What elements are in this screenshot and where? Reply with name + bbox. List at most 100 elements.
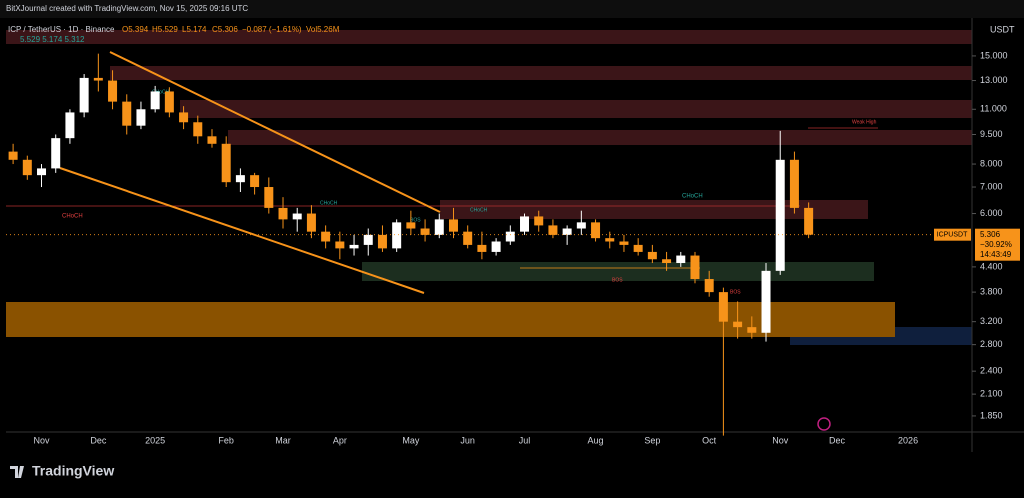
y-tick-label: 4.400 — [980, 261, 1003, 271]
legend-close: C5.306 — [212, 25, 238, 34]
candle-body — [221, 143, 231, 183]
y-tick-label: 3.200 — [980, 316, 1003, 326]
annotation: CHoCH — [152, 89, 170, 95]
x-tick-label: Jul — [519, 435, 531, 445]
legend-low: L5.174 — [182, 25, 207, 34]
candle-body — [534, 216, 544, 226]
legend-symbol: ICP / TetherUS · 1D · Binance — [8, 25, 115, 34]
x-tick-label: Nov — [34, 435, 51, 445]
annotation: CHoCH — [62, 214, 83, 220]
candle-body — [775, 159, 785, 271]
supply-zone — [180, 100, 972, 118]
candle-body — [363, 234, 373, 245]
candle-body — [406, 222, 416, 229]
supply-zone — [440, 200, 868, 219]
candle-body — [434, 219, 444, 235]
y-tick-label: 2.100 — [980, 389, 1003, 399]
y-tick-label: 8.000 — [980, 158, 1003, 168]
candle-body — [235, 175, 245, 183]
candle-body — [292, 213, 302, 220]
candle-body — [306, 213, 316, 232]
y-tick-label: 2.800 — [980, 339, 1003, 349]
y-tick-label: 11.000 — [980, 104, 1007, 114]
legend-volume: Vol5.26M — [306, 25, 340, 34]
supply-zone — [228, 130, 972, 145]
candle-body — [392, 222, 402, 249]
candle-body — [335, 241, 345, 249]
candle-body — [136, 109, 146, 126]
candle-body — [349, 244, 359, 249]
candle-body — [420, 228, 430, 235]
y-tick-label: 15.000 — [980, 50, 1008, 60]
demand-zone — [362, 262, 874, 281]
candle-body — [520, 216, 530, 232]
candle-body — [207, 136, 217, 144]
candle-body — [789, 159, 799, 208]
annotation: BOS — [612, 277, 623, 283]
candle-body — [718, 292, 728, 322]
candle-body — [733, 321, 743, 328]
candle-body — [562, 228, 572, 235]
zones — [6, 30, 972, 345]
candle-body — [690, 255, 700, 280]
y-tick-label: 13.000 — [980, 75, 1008, 85]
candle-body — [576, 222, 586, 229]
y-tick-label: 6.000 — [980, 208, 1003, 218]
candle-body — [179, 112, 189, 123]
candle-body — [605, 238, 615, 242]
candle-body — [8, 151, 18, 160]
x-tick-label: Feb — [218, 435, 234, 445]
x-tick-label: Sep — [644, 435, 660, 445]
candle-body — [250, 175, 260, 188]
candle-body — [79, 77, 89, 113]
wedge-line — [109, 51, 441, 213]
legend-high: H5.529 — [152, 25, 178, 34]
candle-body — [804, 207, 814, 235]
price-tag-countdown: 14:43:49 — [980, 250, 1012, 259]
y-tick-label: 2.400 — [980, 366, 1003, 376]
candle-body — [321, 231, 331, 242]
candle-body — [448, 219, 458, 232]
x-tick-label: Mar — [275, 435, 291, 445]
candle-body — [164, 91, 174, 113]
annotation: Weak High — [852, 119, 877, 125]
candle-body — [676, 255, 686, 264]
candle-body — [761, 270, 771, 333]
y-tick-label: 7.000 — [980, 181, 1003, 191]
symbol-tag — [934, 228, 971, 241]
annotation: CHoCH — [320, 200, 338, 206]
wedge-line — [59, 167, 425, 294]
price-tag — [975, 228, 1020, 261]
y-tick-label: 9.500 — [980, 129, 1003, 139]
candle-body — [505, 231, 515, 242]
price-tag-value: 5.306 — [980, 230, 1001, 239]
candle-body — [704, 279, 714, 293]
x-tick-label: May — [402, 435, 420, 445]
y-tick-label: 1.850 — [980, 410, 1003, 420]
candle-body — [633, 244, 643, 252]
x-tick-label: 2025 — [145, 435, 165, 445]
event-icon[interactable] — [817, 417, 831, 431]
header-text: BitXJournal created with TradingView.com… — [6, 4, 248, 13]
price-tag-change: −30.92% — [980, 240, 1012, 249]
legend-open: O5.394 — [122, 25, 149, 34]
x-tick-label: Aug — [588, 435, 604, 445]
candle-body — [377, 234, 387, 249]
y-axis-label: USDT — [990, 24, 1015, 34]
candle-body — [463, 231, 473, 245]
logo-icon — [10, 466, 24, 478]
supply-zone — [6, 30, 972, 44]
footer-logo: TradingView — [32, 463, 114, 479]
candle-body — [93, 77, 103, 81]
x-tick-label: Nov — [772, 435, 789, 445]
candle-body — [747, 327, 757, 333]
candle-body — [477, 244, 487, 252]
legend-change: −0.087 (−1.61%) — [242, 25, 302, 34]
x-tick-label: Apr — [333, 435, 347, 445]
x-tick-label: 2026 — [898, 435, 918, 445]
legend-indicator: 5.529 5.174 5.312 — [20, 35, 85, 44]
candle-body — [491, 241, 501, 252]
candle-body — [108, 80, 118, 102]
x-tick-label: Dec — [829, 435, 846, 445]
